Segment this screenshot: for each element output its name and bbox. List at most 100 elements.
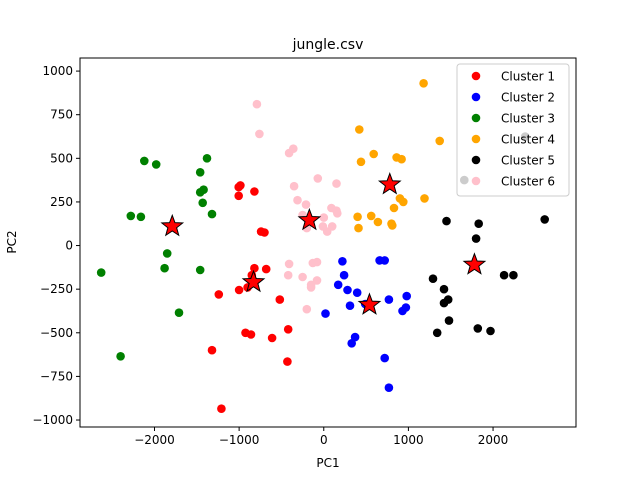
legend-marker — [471, 71, 481, 81]
legend-label: Cluster 2 — [501, 91, 555, 105]
data-point — [217, 404, 226, 414]
data-point — [214, 290, 224, 299]
legend-box — [456, 63, 570, 197]
data-point — [347, 339, 357, 348]
data-point — [345, 301, 355, 311]
data-point — [540, 215, 549, 224]
data-point — [388, 221, 397, 230]
data-point — [236, 181, 245, 190]
legend-marker — [471, 134, 481, 144]
x-tick-label: 2000 — [478, 433, 509, 447]
series-5 — [428, 132, 549, 338]
centroid-star-marker — [357, 292, 382, 315]
legend-marker — [471, 155, 481, 165]
legend: Cluster 1 Cluster 2 Cluster 3 Cluster 4 Clus… — [456, 63, 570, 197]
data-point — [473, 324, 483, 333]
data-point — [389, 203, 399, 213]
data-point — [327, 222, 337, 231]
series-4 — [353, 79, 445, 233]
plot-frame — [79, 57, 577, 428]
data-point — [420, 194, 429, 203]
x-tick-label: −1000 — [219, 433, 260, 447]
data-point — [293, 195, 302, 205]
x-axis-ticks: −2000 −1000 0 1000 2000 — [134, 427, 508, 447]
y-axis-ticks: 1000 750 500 250 0 −250 −500 −750 −1000 — [32, 64, 80, 427]
y-tick-label: −1000 — [32, 413, 73, 427]
centroids-layer — [160, 172, 487, 315]
data-point — [380, 353, 390, 363]
centroid-star-marker — [241, 269, 266, 293]
centroid-star-marker — [297, 207, 322, 231]
centroid-star-marker — [377, 172, 402, 195]
data-point — [246, 330, 256, 339]
data-point — [160, 263, 169, 273]
y-tick-label: 1000 — [42, 64, 73, 78]
y-tick-label: −500 — [40, 326, 73, 340]
legend-marker — [471, 113, 481, 123]
data-point — [402, 291, 412, 301]
data-point — [207, 345, 217, 355]
data-point — [343, 285, 352, 295]
data-point — [306, 283, 316, 292]
data-point — [250, 263, 259, 273]
data-point — [353, 212, 362, 222]
data-point — [250, 187, 259, 196]
data-point — [283, 325, 293, 334]
y-tick-label: 250 — [50, 195, 73, 209]
data-point — [234, 191, 243, 201]
data-point — [332, 179, 341, 188]
legend-marker — [471, 176, 481, 186]
data-point — [298, 272, 307, 282]
data-point — [252, 99, 262, 109]
data-point — [399, 197, 408, 207]
legend-label: Cluster 1 — [501, 70, 555, 84]
data-point — [356, 157, 366, 167]
data-point — [261, 264, 271, 274]
data-point — [151, 160, 161, 169]
data-point — [369, 149, 379, 159]
x-axis-label: PC1 — [316, 456, 339, 470]
data-point — [419, 79, 428, 88]
data-point — [195, 265, 205, 275]
data-point — [439, 298, 449, 308]
data-point — [442, 216, 451, 226]
data-point — [162, 249, 172, 258]
data-point — [471, 234, 481, 243]
y-tick-label: 500 — [50, 151, 73, 165]
x-tick-label: 0 — [320, 433, 328, 447]
data-point — [380, 256, 390, 265]
data-point — [428, 274, 438, 284]
legend-label: Cluster 3 — [501, 112, 555, 126]
y-axis-label: PC2 — [5, 230, 19, 253]
data-point — [366, 211, 376, 221]
data-point — [333, 280, 343, 290]
data-point — [116, 352, 125, 361]
data-point — [338, 257, 347, 266]
data-point — [289, 181, 299, 191]
data-point — [384, 383, 394, 393]
data-point — [284, 259, 294, 269]
data-point — [355, 125, 364, 134]
data-point — [283, 270, 293, 280]
data-point — [207, 209, 217, 219]
legend-label: Cluster 6 — [501, 175, 555, 189]
data-point — [435, 136, 445, 146]
data-point — [198, 198, 207, 208]
data-point — [302, 304, 312, 314]
data-point — [333, 209, 342, 218]
data-point — [318, 222, 328, 231]
data-point — [260, 228, 269, 237]
data-point — [319, 213, 329, 222]
data-point — [255, 129, 264, 139]
data-point — [352, 288, 362, 298]
data-point — [275, 295, 285, 304]
data-point — [474, 219, 484, 228]
data-point — [509, 270, 518, 280]
centroid-star-marker — [160, 213, 185, 237]
y-tick-label: −250 — [40, 282, 73, 296]
x-tick-label: 1000 — [393, 433, 424, 447]
data-point — [486, 326, 495, 336]
data-point — [312, 276, 322, 285]
y-tick-label: 750 — [50, 108, 73, 122]
